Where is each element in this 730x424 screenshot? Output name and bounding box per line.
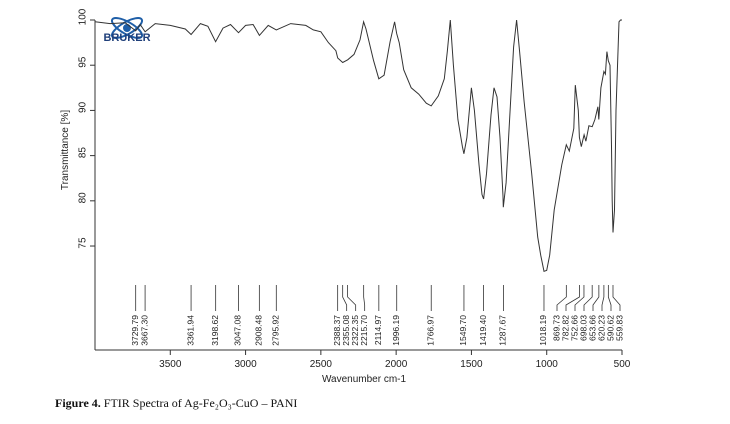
chart: BRUKER Wavenumber cm-1 Transmittance [%]…: [60, 8, 631, 385]
peak-label: 2795.92: [271, 315, 281, 346]
peak-marker: [556, 285, 567, 311]
peak-marker: [574, 285, 585, 311]
peak-marker: [601, 285, 605, 311]
caption-text: FTIR Spectra of Ag-Fe₂O₃-CuO – PANI: [103, 396, 298, 410]
peak-label: 1419.40: [478, 315, 488, 346]
x-tick-label: 2500: [310, 359, 333, 370]
x-tick-label: 1000: [536, 359, 559, 370]
spectrum-line: [94, 19, 622, 272]
peak-label: 2388.37: [332, 315, 342, 346]
peak-label: 653.66: [587, 315, 597, 341]
peak-label: 2908.48: [254, 315, 264, 346]
y-tick-label: 100: [78, 8, 89, 25]
y-axis-label: Transmittance [%]: [60, 110, 71, 190]
peak-label: 782.82: [560, 315, 570, 341]
peak-label: 3198.62: [210, 315, 220, 346]
logo: BRUKER: [103, 32, 150, 44]
caption: Figure 4. FTIR Spectra of Ag-Fe₂O₃-CuO –…: [55, 396, 297, 411]
x-tick-label: 500: [614, 359, 631, 370]
peak-label: 559.83: [614, 315, 624, 341]
x-tick-label: 2000: [385, 359, 408, 370]
x-tick-label: 3000: [234, 359, 257, 370]
peak-label: 620.23: [596, 315, 606, 341]
peak-label: 590.62: [605, 315, 615, 341]
peak-label: 3729.79: [130, 315, 140, 346]
y-tick-label: 90: [78, 101, 89, 113]
peak-marker: [347, 285, 357, 311]
peak-marker: [612, 285, 621, 311]
peak-label: 2114.97: [373, 315, 383, 345]
peak-label: 869.73: [551, 315, 561, 341]
peak-marker: [342, 285, 348, 311]
peak-label: 1549.70: [458, 315, 468, 346]
x-axis-label: Wavenumber cm-1: [322, 374, 407, 385]
y-tick-label: 80: [78, 192, 89, 204]
peak-label: 1766.97: [425, 315, 435, 346]
peak-label: 698.03: [578, 315, 588, 341]
caption-label: Figure 4.: [55, 396, 101, 410]
y-tick-label: 75: [78, 237, 89, 249]
peak-label: 2215.70: [359, 315, 369, 346]
peak-label: 3361.94: [185, 315, 195, 346]
peak-marker: [363, 285, 366, 311]
peak-marker: [592, 285, 600, 311]
y-tick-label: 95: [78, 56, 89, 68]
peak-marker: [583, 285, 593, 311]
peak-label: 2355.08: [341, 315, 351, 346]
peak-label: 1996.19: [391, 315, 401, 346]
peak-label: 752.66: [569, 315, 579, 341]
peak-label: 3047.08: [233, 315, 243, 346]
x-tick-label: 3500: [159, 359, 182, 370]
peak-label: 1287.67: [498, 315, 508, 346]
x-tick-label: 1500: [460, 359, 483, 370]
peak-marker: [607, 285, 612, 311]
peak-marker: [565, 285, 580, 311]
peak-label: 2322.35: [350, 315, 360, 346]
peak-label: 3667.30: [139, 315, 149, 346]
peak-label: 1018.19: [538, 315, 548, 346]
y-tick-label: 85: [78, 147, 89, 159]
